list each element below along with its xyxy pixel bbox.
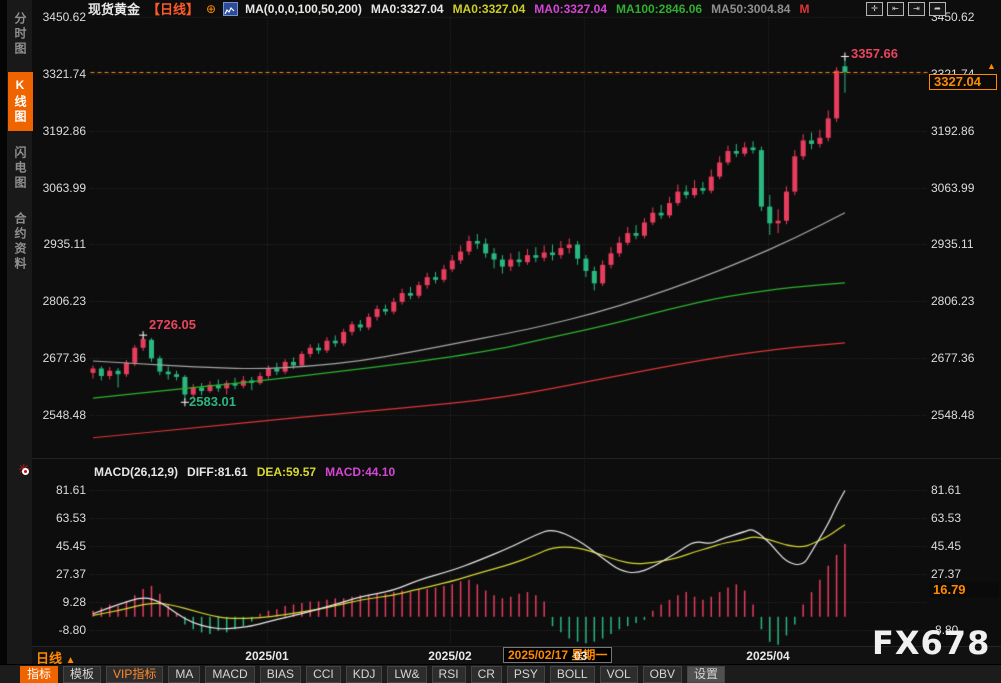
sidebar-edge (0, 0, 7, 683)
exit-icon[interactable]: ➦ (929, 2, 946, 16)
axis-tick-right: 63.53 (931, 510, 962, 525)
pan-icon[interactable]: ✛ (866, 2, 883, 16)
high-price-label: 3357.66 (851, 46, 898, 61)
macd-header-item-3: MACD:44.10 (325, 465, 396, 479)
current-price-badge: 3327.04 (929, 74, 997, 90)
sidebar-tab-timeshare[interactable]: 分时图 (13, 12, 27, 57)
month-label-partial: 03 (574, 649, 588, 663)
plus-circle-icon[interactable]: ⊕ (206, 1, 217, 16)
axis-tick-right: 2935.11 (931, 237, 974, 252)
ma-value-5: MA50:3004.84 (711, 1, 791, 16)
axis-tick-left: 9.28 (62, 595, 86, 609)
toolbar-tab-bias[interactable]: BIAS (259, 666, 302, 683)
axis-tick-left: 3450.62 (42, 10, 86, 24)
toolbar-tab-lw[interactable]: LW& (387, 666, 427, 683)
toolbar-tab-cci[interactable]: CCI (306, 666, 341, 683)
axis-tick-left: 45.45 (55, 538, 86, 553)
toolbar-tab-macd[interactable]: MACD (205, 666, 255, 683)
toolbar-tab-kdj[interactable]: KDJ (345, 666, 383, 683)
ma-value-2: MA0:3327.04 (452, 1, 526, 16)
sidebar: 分时图 K线图闪电图合约资料 (0, 0, 33, 683)
axis-tick-right: 81.61 (931, 483, 962, 497)
toolbar-tab-settings[interactable]: 设置 (686, 666, 725, 683)
macd-header-item-1: DIFF:81.61 (187, 465, 248, 479)
toolbar-tab-ma[interactable]: MA (168, 666, 201, 683)
indicator-toolbar: 指标 模板 VIP指标 MA MACD BIAS CCI KDJ LW& RSI CR PSY BOLL… (0, 664, 1001, 683)
sidebar-tab-kline[interactable]: K线图 (8, 72, 33, 131)
axis-tick-right: 3063.99 (931, 180, 975, 195)
axis-tick-right: 27.37 (931, 566, 962, 581)
price-up-arrow-icon: ▲ (987, 61, 996, 71)
toolbar-tab-psy[interactable]: PSY (506, 666, 545, 683)
month-label: 2025/04 (746, 649, 790, 663)
toolbar-tab-template[interactable]: 模板 (63, 666, 102, 683)
burst-dot (24, 470, 27, 473)
watermark: FX678 (872, 624, 991, 662)
chart-header: 现货黄金 【日线】 ⊕ MA(0,0,0,100,50,200) MA0:3327… (88, 1, 809, 17)
toolbar-tab-rsi[interactable]: RSI (431, 666, 466, 683)
ma-value-0: MA(0,0,0,100,50,200) (245, 1, 362, 16)
ma-values: MA(0,0,0,100,50,200) MA0:3327.04 MA0:3327.… (245, 2, 809, 16)
period-label: 【日线】 (147, 2, 200, 17)
axis-tick-right: 2806.23 (931, 294, 975, 309)
macd-value-badge: 16.79 (929, 582, 999, 597)
ma-value-3: MA0:3327.04 (534, 1, 607, 16)
axis-tick-left: 2806.23 (42, 294, 86, 309)
axis-tick-right: 2548.48 (931, 408, 975, 422)
toolbar-tab-cr[interactable]: CR (470, 666, 502, 683)
axis-tick-left: 27.37 (55, 566, 86, 581)
macd-header-item-2: DEA:59.57 (256, 465, 317, 479)
timeframe-arrow-icon: ▲ (65, 655, 76, 666)
month-label: 2025/01 (245, 649, 289, 663)
low-price-label: 2583.01 (189, 394, 236, 409)
ma-value-1: MA0:3327.04 (370, 1, 444, 16)
axis-tick-left: 2548.48 (42, 408, 86, 422)
sidebar-tab-flash[interactable]: 闪电图 (13, 146, 27, 191)
axis-tick-left: 3321.74 (42, 66, 86, 81)
fit-width-icon[interactable]: ⇤ (887, 2, 904, 16)
time-axis-row: 日线 ▲ 2025/02/17 星期一 03 2025/01 2025/02 202… (32, 646, 1001, 667)
month-label: 2025/02 (428, 649, 472, 663)
local-high-price-label: 2726.05 (149, 317, 196, 332)
axis-tick-right: 45.45 (931, 538, 962, 553)
axis-tick-left: 81.61 (55, 483, 86, 497)
axis-tick-left: 2935.11 (43, 237, 87, 252)
macd-header-item-0: MACD(26,12,9) (94, 465, 179, 479)
scroll-right-icon[interactable]: ⇥ (908, 2, 925, 16)
toolbar-tab-vol[interactable]: VOL (599, 666, 638, 683)
timeframe-selector[interactable]: 日线 ▲ (36, 648, 76, 667)
symbol-name: 现货黄金 (88, 2, 141, 17)
axis-tick-left: -8.80 (58, 623, 86, 637)
line-chart-icon[interactable] (223, 1, 239, 16)
date-tooltip-badge: 2025/02/17 星期一 (503, 647, 613, 663)
panel-divider (32, 458, 1001, 459)
axis-tick-right: 2677.36 (931, 351, 975, 366)
toolbar-tab-vip-indicator[interactable]: VIP指标 (106, 666, 164, 683)
alert-burst-icon[interactable]: ✳ (18, 462, 33, 479)
window-icons: ✛ ⇤ ⇥ ➦ (866, 2, 946, 16)
axis-tick-left: 3192.86 (42, 123, 86, 138)
ma-value-4: MA100:2846.06 (616, 1, 703, 16)
axis-tick-right: -8.80 (931, 623, 959, 637)
ma-value-6: M (799, 1, 810, 16)
sidebar-tabs: 分时图 K线图闪电图合约资料 (8, 6, 33, 287)
macd-header: MACD(26,12,9) DIFF:81.61 DEA:59.57 MACD:44.… (94, 465, 395, 479)
sidebar-tab-contract-info[interactable]: 合约资料 (13, 212, 27, 272)
axis-tick-left: 3063.99 (42, 180, 86, 195)
axis-tick-left: 63.53 (55, 510, 86, 525)
axis-tick-left: 2677.36 (42, 351, 86, 366)
toolbar-tab-obv[interactable]: OBV (642, 666, 682, 683)
axis-tick-right: 3192.86 (931, 123, 975, 138)
toolbar-tab-indicator[interactable]: 指标 (20, 666, 59, 683)
timeframe-label: 日线 (36, 651, 63, 666)
toolbar-tab-boll[interactable]: BOLL (549, 666, 595, 683)
